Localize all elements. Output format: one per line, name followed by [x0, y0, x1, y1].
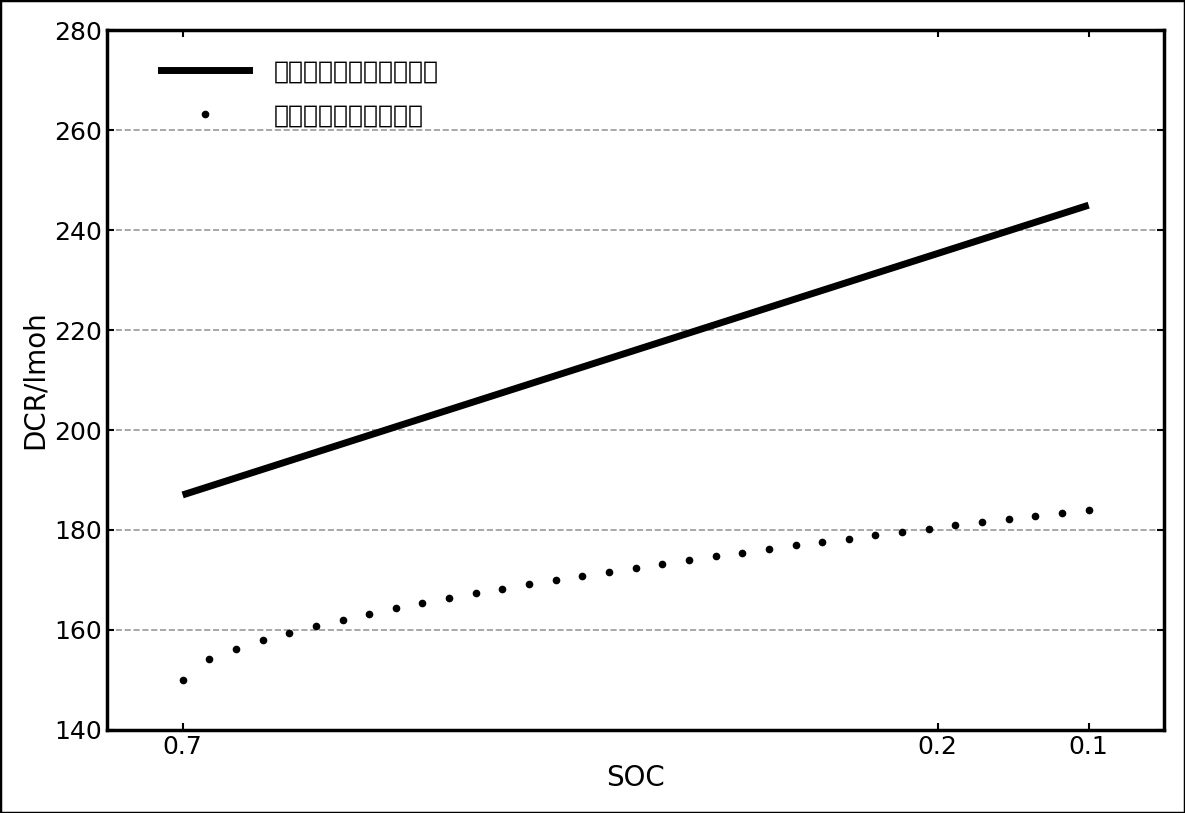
- Legend: 不含包覆材料的正极材料, 含包覆材料的正极材料: 不含包覆材料的正极材料, 含包覆材料的正极材料: [152, 50, 449, 138]
- X-axis label: SOC: SOC: [607, 764, 665, 792]
- Y-axis label: DCR/lmoh: DCR/lmoh: [21, 311, 49, 450]
